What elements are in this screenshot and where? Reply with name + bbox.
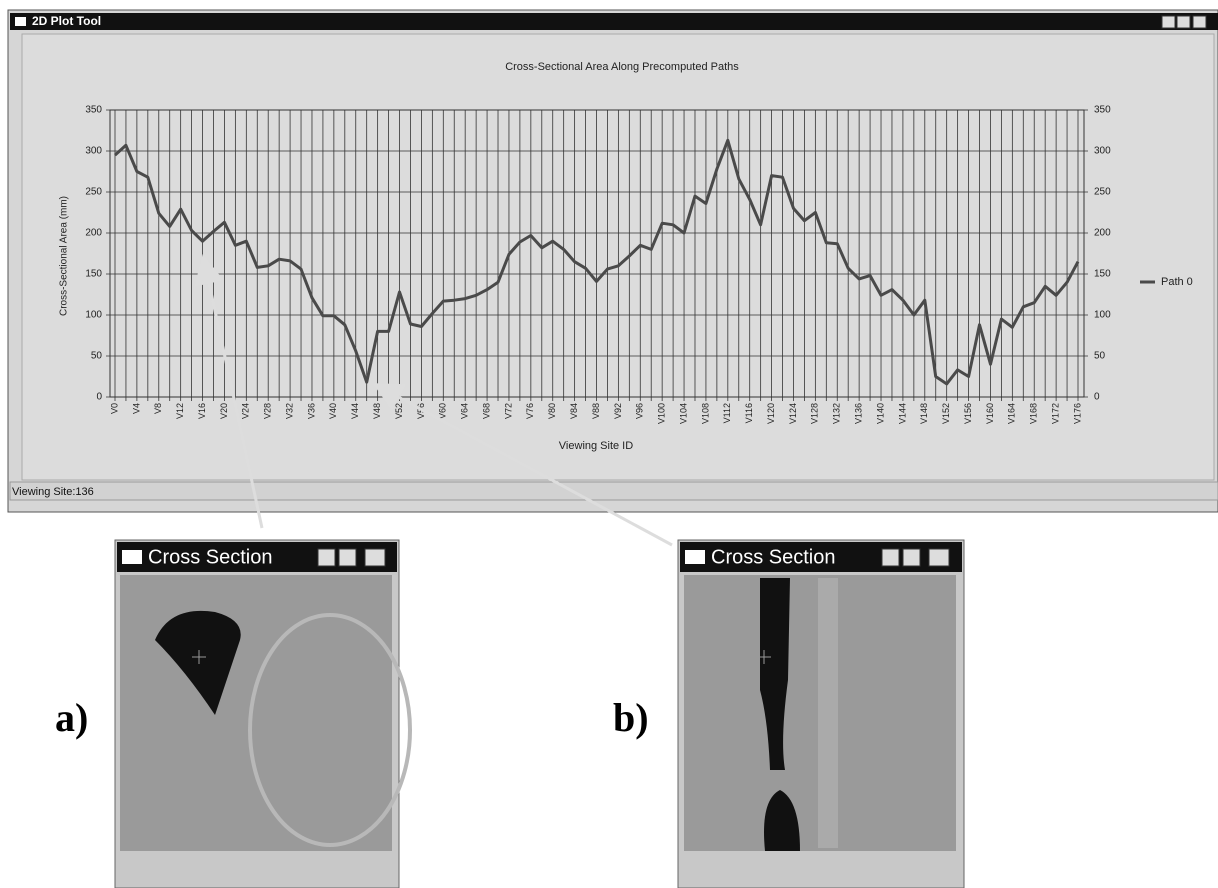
y-tick-label: 100: [85, 310, 102, 321]
x-tick-label: V156: [963, 403, 973, 424]
x-axis-label: Viewing Site ID: [559, 440, 633, 452]
x-tick-label: V176: [1072, 403, 1082, 424]
x-tick-label: V72: [503, 403, 513, 419]
window-title: Cross Section: [148, 546, 273, 568]
maximize-button[interactable]: [339, 549, 356, 566]
y-tick-label: 250: [85, 187, 102, 198]
structure: [818, 578, 838, 848]
x-tick-label: V124: [788, 403, 798, 424]
legend-label: Path 0: [1161, 276, 1193, 288]
x-tick-label: V24: [241, 403, 251, 419]
x-tick-label: V116: [744, 403, 754, 423]
x-tick-label: V164: [1007, 403, 1017, 424]
close-button[interactable]: [929, 549, 949, 566]
plot-area: V0 V4 V8 V12 V16 V20 V24 V28 V32 V36 V40 V44 V48 V52 V…: [85, 105, 1193, 424]
x-tick-label: V52: [394, 403, 404, 419]
plot-background: [110, 110, 1084, 397]
y-tick-label: 350: [85, 105, 102, 116]
y-axis-label: Cross-Sectional Area (mm): [59, 196, 70, 316]
x-tick-label: V32: [284, 403, 294, 419]
x-tick-label: V112: [722, 403, 732, 423]
panel-label: b): [613, 695, 649, 740]
maximize-button[interactable]: [903, 549, 920, 566]
status-text: Viewing Site:136: [12, 486, 94, 498]
y-tick-label: 200: [85, 228, 102, 239]
minimize-button[interactable]: [882, 549, 899, 566]
y-tick-label: 150: [85, 269, 102, 280]
ct-image: [120, 575, 392, 851]
x-tick-label: V88: [591, 403, 601, 419]
x-tick-label: V76: [525, 403, 535, 419]
window-title: Cross Section: [711, 546, 836, 568]
x-tick-label: V96: [635, 403, 645, 419]
window-icon: [15, 17, 26, 26]
cross-section-window: Cross Section b): [613, 540, 964, 888]
y-tick-label: 0: [96, 392, 102, 403]
x-tick-label: V172: [1050, 403, 1060, 424]
screen: 2D Plot Tool Viewing Site:136 Cross-Sect…: [0, 0, 1218, 888]
window-buttons[interactable]: [1162, 16, 1206, 28]
status-bar: [10, 482, 1218, 500]
minimize-button[interactable]: [318, 549, 335, 566]
y2-tick-label: 250: [1094, 187, 1111, 198]
x-tick-label: V84: [569, 403, 579, 419]
page: {"window": {"title": "2D Plot Tool", "st…: [0, 0, 1218, 888]
close-button[interactable]: [365, 549, 385, 566]
x-tick-label: V140: [875, 403, 885, 424]
x-tick-label: V148: [919, 403, 929, 424]
x-tick-label: V12: [175, 403, 185, 419]
x-tick-label: V4: [131, 403, 141, 414]
x-tick-label: V80: [547, 403, 557, 419]
chart-title: Cross-Sectional Area Along Precomputed P…: [505, 61, 739, 73]
x-tick-label: V100: [657, 403, 667, 424]
x-tick-label: V20: [219, 403, 229, 419]
x-tick-label: V120: [766, 403, 776, 424]
x-tick-label: V144: [897, 403, 907, 424]
x-tick-label: V104: [678, 403, 688, 424]
x-tick-label: V60: [438, 403, 448, 419]
x-tick-label: V132: [832, 403, 842, 424]
x-tick-label: V44: [350, 403, 360, 419]
close-button[interactable]: [1193, 16, 1206, 28]
y2-tick-label: 0: [1094, 392, 1100, 403]
x-tick-label: V136: [854, 403, 864, 424]
minimize-button[interactable]: [1162, 16, 1175, 28]
x-tick-label: V48: [372, 403, 382, 419]
y2-tick-label: 350: [1094, 105, 1111, 116]
cross-section-window: Cross Section a): [55, 540, 410, 888]
window-icon: [122, 550, 142, 564]
x-tick-label: V152: [941, 403, 951, 424]
x-tick-label: V16: [197, 403, 207, 419]
x-tick-label: V40: [328, 403, 338, 419]
y2-tick-label: 150: [1094, 269, 1111, 280]
x-tick-label: V92: [613, 403, 623, 419]
maximize-button[interactable]: [1177, 16, 1190, 28]
title-bar: [10, 13, 1218, 30]
x-tick-label: V36: [306, 403, 316, 419]
y2-tick-label: 50: [1094, 351, 1106, 362]
x-tick-label: V168: [1029, 403, 1039, 424]
window-title: 2D Plot Tool: [32, 14, 101, 28]
x-tick-label: V128: [810, 403, 820, 424]
y-tick-label: 300: [85, 146, 102, 157]
window-icon: [685, 550, 705, 564]
y-tick-label: 50: [91, 351, 103, 362]
y2-tick-label: 300: [1094, 146, 1111, 157]
x-tick-label: V0: [109, 403, 119, 414]
x-tick-label: V160: [985, 403, 995, 424]
x-tick-label: V68: [481, 403, 491, 419]
panel-label: a): [55, 695, 88, 740]
x-tick-label: V28: [263, 403, 273, 419]
x-tick-label: V64: [460, 403, 470, 419]
x-tick-label: V108: [700, 403, 710, 424]
y2-tick-label: 100: [1094, 310, 1111, 321]
x-tick-label: V8: [153, 403, 163, 414]
y2-tick-label: 200: [1094, 228, 1111, 239]
